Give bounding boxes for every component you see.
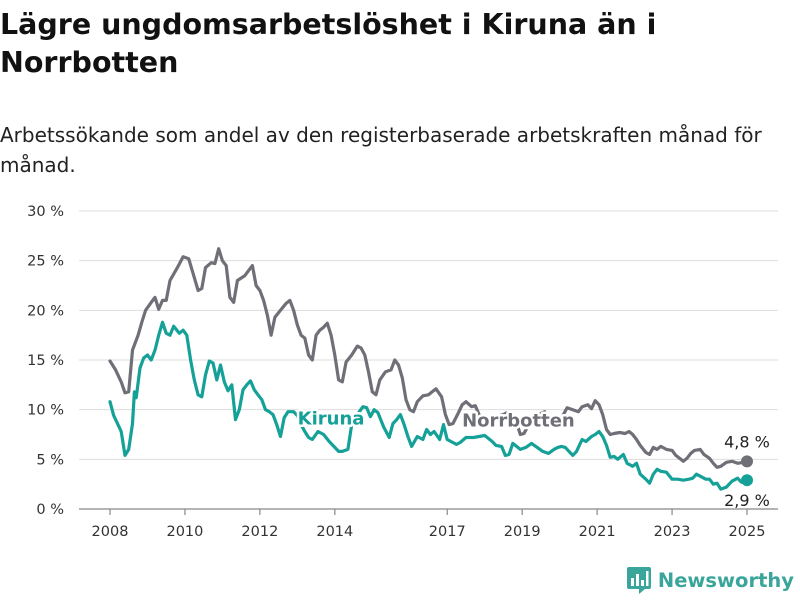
chart-subtitle: Arbetssökande som andel av den registerb… bbox=[0, 123, 762, 177]
axis-layer: 0 % 5 % 10 % 15 % 20 % 25 % 30 % 2008 2010 2012 20… bbox=[27, 204, 778, 540]
x-tick-label: 2023 bbox=[654, 524, 691, 540]
series-line-norrbotten bbox=[108, 247, 749, 469]
series-label-kiruna: Kiruna bbox=[298, 409, 365, 430]
y-tick-label: 15 % bbox=[27, 353, 64, 369]
series-label-norrbotten: Norrbotten bbox=[462, 411, 575, 432]
series-line-kiruna bbox=[108, 320, 749, 491]
y-tick-label: 20 % bbox=[27, 303, 64, 319]
y-tick-label: 25 % bbox=[27, 254, 64, 270]
x-tick-label: 2021 bbox=[579, 524, 616, 540]
end-marker-norrbotten bbox=[741, 455, 753, 468]
newsworthy-logo-icon bbox=[626, 567, 651, 594]
brand-name: Newsworthy bbox=[657, 568, 794, 592]
x-tick-label: 2012 bbox=[241, 524, 278, 540]
x-tick-label: 2025 bbox=[729, 524, 766, 540]
x-tick-label: 2008 bbox=[92, 524, 129, 540]
series-layer bbox=[108, 247, 753, 491]
x-tick-label: 2019 bbox=[504, 524, 541, 540]
x-tick-label: 2017 bbox=[429, 524, 466, 540]
label-layer: 4,8 % 2,9 % Kiruna Norrbotten bbox=[295, 406, 770, 510]
y-tick-label: 5 % bbox=[36, 452, 64, 468]
x-tick-label: 2014 bbox=[316, 524, 353, 540]
brand-logo: Newsworthy bbox=[626, 566, 794, 594]
chart-title: Lägre ungdomsarbetslöshet i Kiruna än i … bbox=[0, 8, 657, 79]
end-marker-kiruna bbox=[741, 474, 753, 487]
y-tick-label: 0 % bbox=[36, 502, 64, 518]
end-value-label-kiruna: 2,9 % bbox=[724, 491, 770, 510]
grid-layer bbox=[79, 210, 778, 460]
y-tick-label: 10 % bbox=[27, 403, 64, 419]
x-tick-label: 2010 bbox=[166, 524, 203, 540]
end-value-label-norrbotten: 4,8 % bbox=[724, 432, 770, 451]
y-tick-label: 30 % bbox=[27, 204, 64, 220]
